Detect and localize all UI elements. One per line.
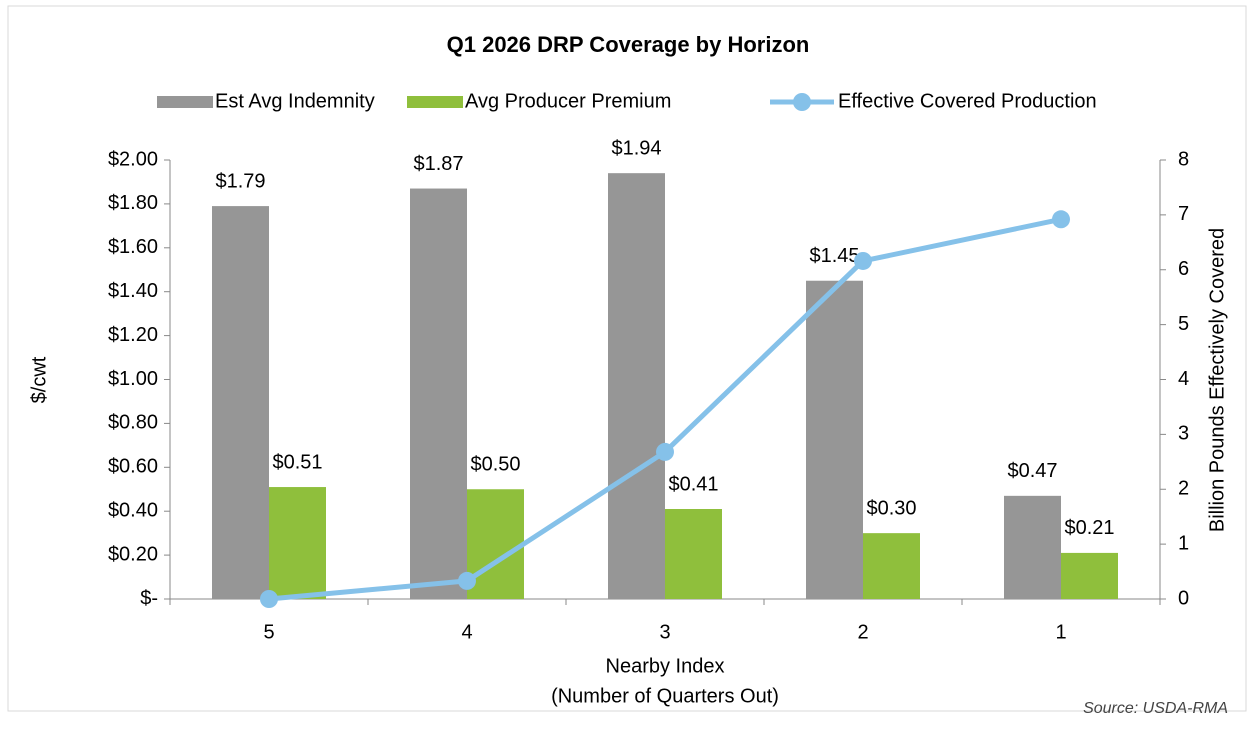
data-label: $0.30: [866, 497, 916, 519]
y2-axis-label: Billion Pounds Effectively Covered: [1206, 228, 1228, 532]
legend-label: Effective Covered Production: [838, 90, 1097, 112]
y-tick-label: $0.80: [108, 412, 158, 434]
y2-tick-label: 7: [1178, 203, 1189, 225]
y-axis-label: $/cwt: [28, 356, 50, 403]
source-note: Source: USDA-RMA: [1083, 700, 1228, 717]
data-label: $0.50: [470, 454, 520, 476]
data-label: $1.94: [611, 137, 661, 159]
y2-tick-label: 3: [1178, 423, 1189, 445]
data-label: $0.47: [1007, 460, 1057, 482]
x-tick-label: 3: [659, 621, 670, 643]
bar: [467, 489, 524, 599]
bar: [863, 533, 920, 599]
legend-swatch: [407, 96, 463, 108]
y2-tick-label: 4: [1178, 368, 1189, 390]
data-label: $1.87: [413, 153, 463, 175]
y-tick-label: $1.20: [108, 324, 158, 346]
y2-tick-label: 1: [1178, 532, 1189, 554]
legend-label: Avg Producer Premium: [465, 90, 671, 112]
legend-swatch: [793, 93, 811, 111]
chart-border: [7, 5, 1247, 712]
x-axis-label: (Number of Quarters Out): [551, 685, 779, 707]
y2-tick-label: 8: [1178, 148, 1189, 170]
x-tick-label: 4: [461, 621, 472, 643]
y-tick-label: $1.80: [108, 192, 158, 214]
bar: [1004, 495, 1061, 599]
y-tick-label: $1.00: [108, 368, 158, 390]
x-tick-label: 5: [263, 621, 274, 643]
y-tick-label: $0.60: [108, 456, 158, 478]
line-marker: [1052, 210, 1070, 229]
bar: [212, 206, 269, 599]
data-label: $1.45: [809, 245, 859, 267]
bar: [1061, 552, 1118, 599]
bar: [665, 509, 722, 599]
line-marker: [458, 571, 476, 590]
legend-label: Est Avg Indemnity: [215, 90, 375, 112]
chart-title: Q1 2026 DRP Coverage by Horizon: [447, 32, 810, 57]
legend-swatch: [157, 96, 213, 108]
y-tick-label: $0.40: [108, 499, 158, 521]
line-marker: [656, 442, 674, 461]
line-marker: [260, 590, 278, 608]
x-tick-label: 1: [1055, 621, 1066, 643]
line-marker: [854, 251, 872, 270]
y2-tick-label: 6: [1178, 258, 1189, 280]
y-tick-label: $1.60: [108, 236, 158, 258]
bar: [608, 173, 665, 600]
y2-tick-label: 5: [1178, 313, 1189, 335]
data-label: $0.21: [1064, 517, 1114, 539]
bar: [269, 487, 326, 599]
y2-tick-label: 0: [1178, 587, 1189, 609]
bar: [806, 280, 863, 599]
y-tick-label: $-: [140, 587, 158, 609]
y2-tick-label: 2: [1178, 478, 1189, 500]
x-axis-label: Nearby Index: [606, 655, 725, 677]
y-tick-label: $2.00: [108, 148, 158, 170]
data-label: $0.41: [668, 473, 718, 495]
data-label: $1.79: [215, 170, 265, 192]
bar: [410, 188, 467, 599]
y-tick-label: $0.20: [108, 543, 158, 565]
data-label: $0.51: [272, 451, 322, 473]
x-tick-label: 2: [857, 621, 868, 643]
y-tick-label: $1.40: [108, 280, 158, 302]
